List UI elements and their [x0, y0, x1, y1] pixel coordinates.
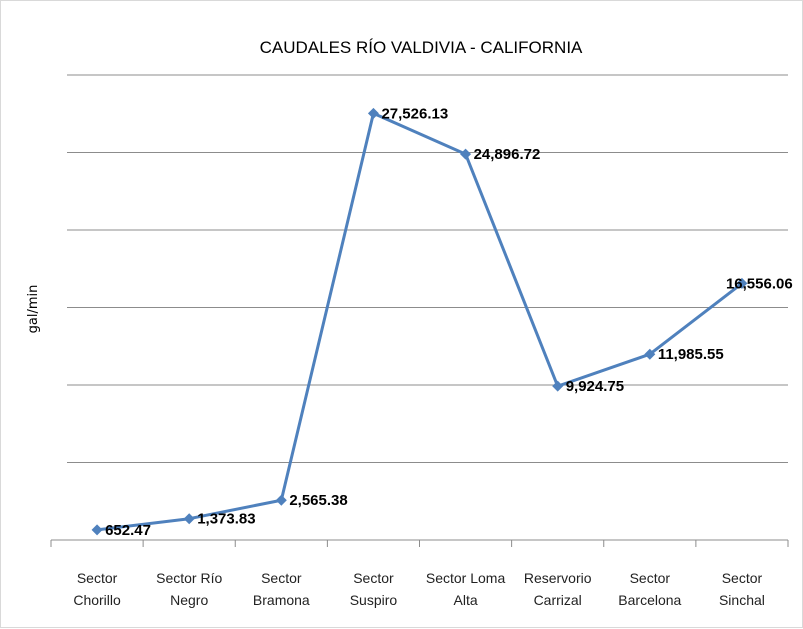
x-tick-label: Reservorio Carrizal [524, 570, 592, 608]
data-point-marker [460, 148, 472, 160]
gridlines [67, 74, 788, 463]
series-polyline [96, 111, 743, 532]
y-axis-label: gal/min [26, 285, 41, 334]
data-label: 11,985.55 [658, 346, 724, 363]
x-tick-label: Sector Loma Alta [426, 570, 506, 608]
data-labels: 652.47 1,373.83 2,565.38 27,526.13 24,896.72… [105, 105, 793, 539]
data-point-marker [552, 380, 564, 392]
data-label: 9,924.75 [566, 378, 624, 395]
x-axis-ticks: Sector Chorillo Sector Río Negro Sector Bramo… [50, 540, 789, 608]
x-tick-label: Sector Suspiro [350, 570, 398, 608]
data-label: 24,896.72 [474, 146, 541, 163]
x-tick-label: Sector Río Negro [156, 570, 222, 608]
data-label: 1,373.83 [197, 511, 255, 528]
data-point-marker [91, 524, 103, 536]
data-label: 2,565.38 [289, 492, 347, 509]
x-tick-label: Sector Chorillo [73, 570, 121, 608]
chart-title: CAUDALES RÍO VALDIVIA - CALIFORNIA [260, 38, 583, 57]
data-point-marker [183, 513, 195, 525]
x-tick-label: Sector Bramona [253, 570, 310, 608]
data-point-marker [275, 494, 287, 506]
series-line [96, 111, 743, 532]
data-label: 16,556.06 [726, 275, 793, 292]
data-label: 27,526.13 [381, 105, 448, 122]
data-point-marker [644, 348, 656, 360]
data-point-marker [736, 277, 748, 289]
data-point-marker [367, 107, 379, 119]
x-tick-label: Sector Sinchal [719, 570, 765, 608]
x-tick-label: Sector Barcelona [618, 570, 681, 608]
data-points [91, 107, 748, 536]
data-label: 652.47 [105, 522, 151, 539]
